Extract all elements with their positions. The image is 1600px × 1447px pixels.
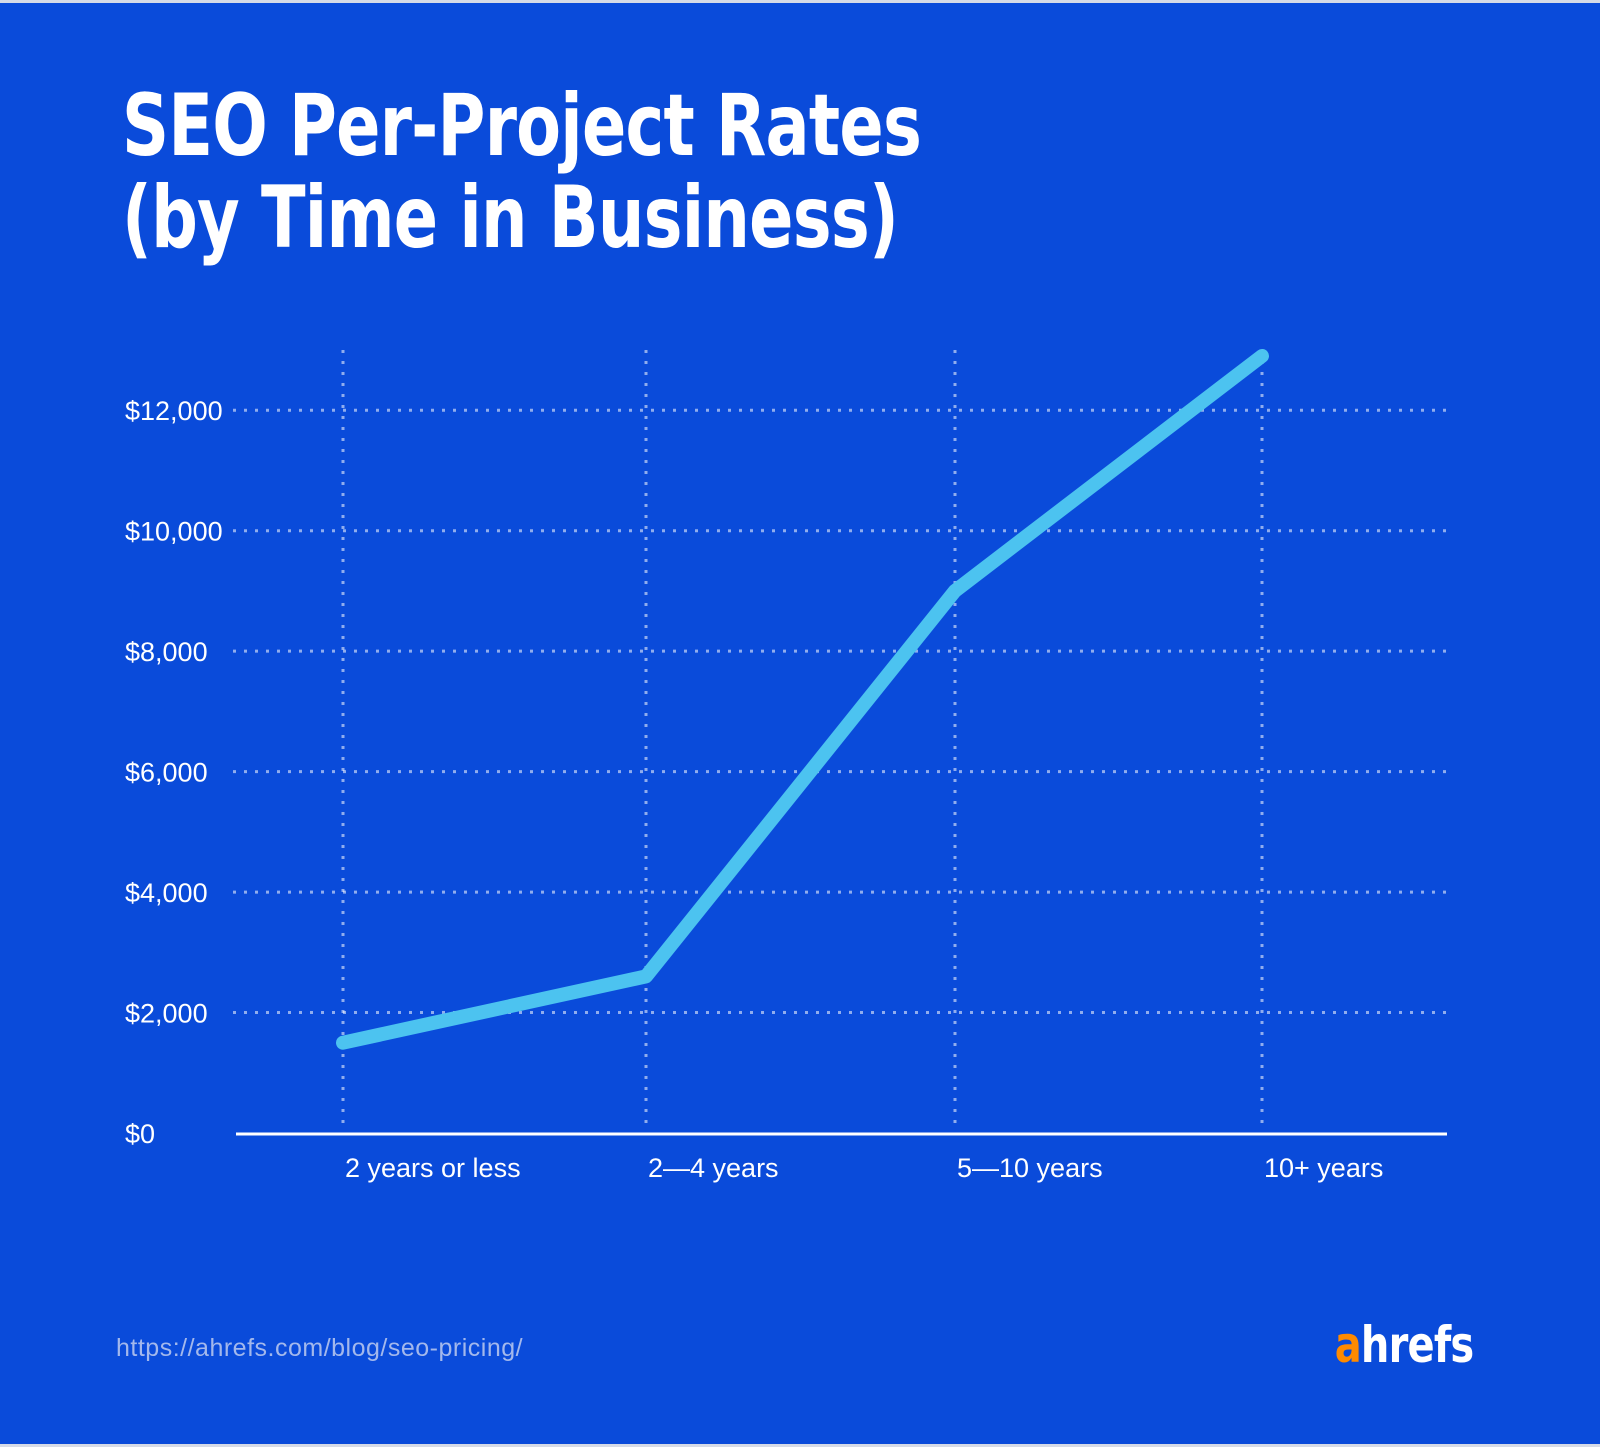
ahrefs-logo-rest: hrefs: [1360, 1316, 1473, 1374]
x-tick-label: 5—10 years: [957, 1153, 1103, 1183]
y-tick-label: $12,000: [125, 396, 223, 426]
y-tick-label: $8,000: [125, 637, 208, 667]
y-tick-label: $4,000: [125, 878, 208, 908]
chart-title-line2: (by Time in Business): [122, 168, 899, 268]
chart-title: SEO Per-Project Rates (by Time in Busine…: [122, 76, 922, 268]
y-tick-label: $0: [125, 1119, 155, 1149]
x-tick-label: 2—4 years: [648, 1153, 779, 1183]
y-tick-label: $10,000: [125, 517, 223, 547]
y-tick-label: $6,000: [125, 758, 208, 788]
ahrefs-logo: ahrefs: [1334, 1320, 1474, 1370]
x-tick-label: 2 years or less: [345, 1153, 521, 1183]
chart-title-line1: SEO Per-Project Rates: [122, 76, 922, 176]
source-url: https://ahrefs.com/blog/seo-pricing/: [116, 1334, 524, 1362]
y-tick-label: $2,000: [125, 999, 208, 1029]
data-line: [336, 349, 1269, 1050]
x-tick-label: 10+ years: [1264, 1153, 1383, 1183]
top-edge-strip: [0, 0, 1600, 3]
bottom-edge-strip: [0, 1444, 1600, 1447]
ahrefs-logo-a: a: [1334, 1316, 1361, 1374]
